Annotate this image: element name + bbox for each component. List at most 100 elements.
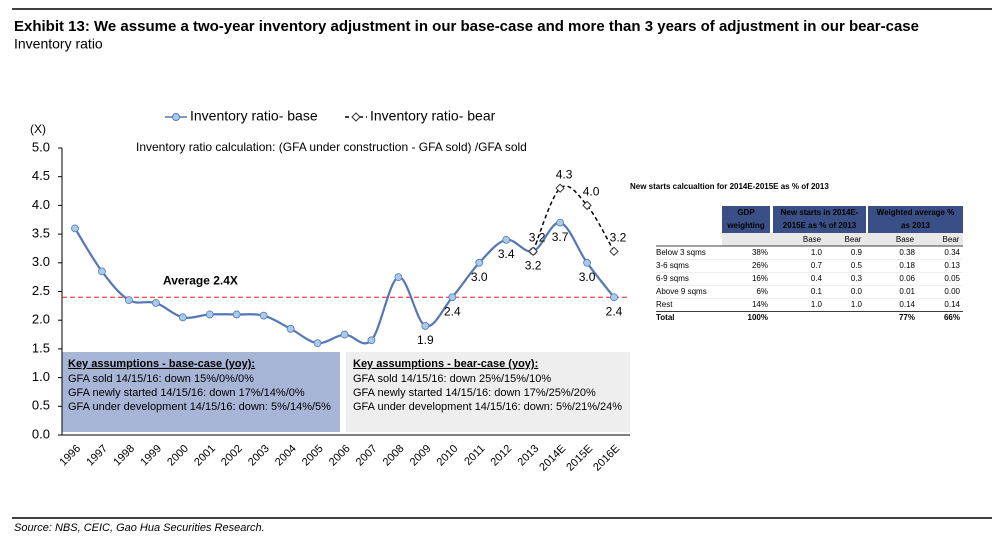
table-cell: 26%: [752, 261, 768, 270]
data-label: 3.4: [498, 247, 515, 261]
table-subheader-bg: [722, 233, 963, 246]
table-cell: 0.5: [851, 261, 863, 270]
subtitle: Inventory ratio: [14, 36, 103, 52]
table-cell: 3-6 sqms: [656, 261, 689, 270]
x-tick-label: 2003: [246, 443, 272, 469]
x-tick-label: 2000: [165, 443, 191, 469]
y-axis-label: (X): [30, 122, 46, 136]
x-tick-label: 2014E: [537, 443, 568, 474]
y-tick-label: 4.0: [32, 197, 50, 212]
data-label: 2.4: [606, 304, 623, 318]
table-cell: 0.05: [944, 274, 960, 283]
x-tick-label: 2009: [408, 443, 434, 469]
title: Exhibit 13: We assume a two-year invento…: [14, 18, 919, 35]
table-cell: 100%: [748, 313, 768, 322]
table-subheader: Base: [803, 235, 822, 244]
data-label: 3.2: [529, 230, 546, 244]
data-label: 1.9: [417, 333, 434, 347]
average-label: Average 2.4X: [163, 273, 238, 287]
box-title: Key assumptions - bear-case (yoy):: [353, 358, 538, 370]
data-label: 3.7: [552, 230, 569, 244]
marker: [205, 310, 214, 319]
box-line: GFA newly started 14/15/16: down 17%/14%…: [68, 387, 305, 399]
table-cell: 0.1: [811, 287, 823, 296]
table-cell: 0.00: [944, 287, 960, 296]
table-cell: 38%: [752, 248, 768, 257]
table-cell: 77%: [899, 313, 915, 322]
legend-label: Inventory ratio- bear: [370, 108, 496, 124]
x-tick-label: 2007: [354, 443, 380, 469]
box-line: GFA newly started 14/15/16: down 17%/25%…: [353, 387, 596, 399]
y-tick-label: 0.0: [32, 426, 50, 441]
table-subheader: Bear: [845, 235, 862, 244]
x-tick-label: 2006: [327, 443, 353, 469]
bear-box: [346, 352, 630, 432]
table-title: New starts calcualtion for 2014E-2015E a…: [630, 182, 829, 191]
box-line: GFA under development 14/15/16: down: 5%…: [353, 401, 622, 413]
data-label: 4.3: [556, 167, 573, 181]
table-cell: 0.18: [899, 261, 915, 270]
marker: [502, 235, 511, 244]
x-tick-label: 1999: [138, 443, 164, 469]
table-cell: Above 9 sqms: [656, 287, 707, 296]
marker: [582, 200, 592, 211]
table-cell: 0.14: [944, 300, 960, 309]
x-tick-label: 1997: [84, 443, 110, 469]
marker: [609, 246, 619, 257]
marker: [259, 311, 268, 320]
annotation: Inventory ratio calculation: (GFA under …: [136, 140, 527, 154]
table-subheader: Base: [896, 235, 915, 244]
legend-label: Inventory ratio- base: [190, 108, 318, 124]
source: Source: NBS, CEIC, Gao Hua Securities Re…: [14, 522, 265, 534]
y-tick-label: 3.5: [32, 226, 50, 241]
marker: [556, 218, 564, 227]
table-cell: 0.06: [899, 274, 915, 283]
marker: [71, 224, 79, 233]
base-box: [62, 352, 340, 432]
table-cell: 0.01: [899, 287, 915, 296]
table-subheader: Bear: [943, 235, 960, 244]
data-label: 2.4: [444, 304, 461, 318]
marker: [421, 322, 430, 330]
x-tick-label: 2002: [219, 443, 245, 469]
x-tick-label: 2001: [192, 443, 218, 469]
data-label: 3.0: [579, 270, 596, 284]
marker: [232, 310, 241, 319]
marker: [178, 313, 187, 322]
table-cell: 0.7: [811, 261, 823, 270]
marker: [475, 258, 484, 267]
table-header: Weighted average %: [877, 208, 955, 217]
series-line: [532, 185, 615, 252]
table-cell: 0.14: [899, 300, 915, 309]
marker: [286, 324, 295, 333]
box-line: GFA sold 14/15/16: down 25%/15%/10%: [353, 373, 551, 385]
y-tick-label: 2.0: [32, 312, 50, 327]
table-cell: 0.13: [944, 261, 960, 270]
marker: [394, 273, 403, 282]
table-cell: 66%: [944, 313, 960, 322]
table-cell: Rest: [656, 300, 673, 309]
table-header-cell: [868, 206, 963, 233]
table-header: 2015E as % of 2013: [783, 221, 857, 230]
x-tick-label: 2004: [273, 443, 299, 469]
y-tick-label: 3.0: [32, 254, 50, 269]
table-cell: 0.9: [851, 248, 863, 257]
marker: [367, 336, 376, 345]
table-header-cell: [773, 206, 866, 233]
x-tick-label: 2012: [489, 443, 515, 469]
marker: [448, 293, 457, 302]
table-cell: 6-9 sqms: [656, 274, 689, 283]
data-label: 3.2: [525, 258, 542, 272]
x-tick-label: 2016E: [591, 443, 622, 474]
x-tick-label: 2008: [381, 443, 407, 469]
x-tick-label: 2011: [462, 443, 487, 468]
table-cell: 1.0: [811, 300, 823, 309]
marker: [98, 267, 106, 276]
legend-marker: [172, 113, 180, 121]
box-line: GFA under development 14/15/16: down: 5%…: [68, 401, 331, 413]
data-label: 3.0: [471, 270, 488, 284]
marker: [555, 183, 565, 193]
table-cell: 1.0: [851, 300, 863, 309]
table-header: New starts in 2014E-: [781, 208, 859, 217]
data-label: 3.2: [610, 230, 627, 244]
